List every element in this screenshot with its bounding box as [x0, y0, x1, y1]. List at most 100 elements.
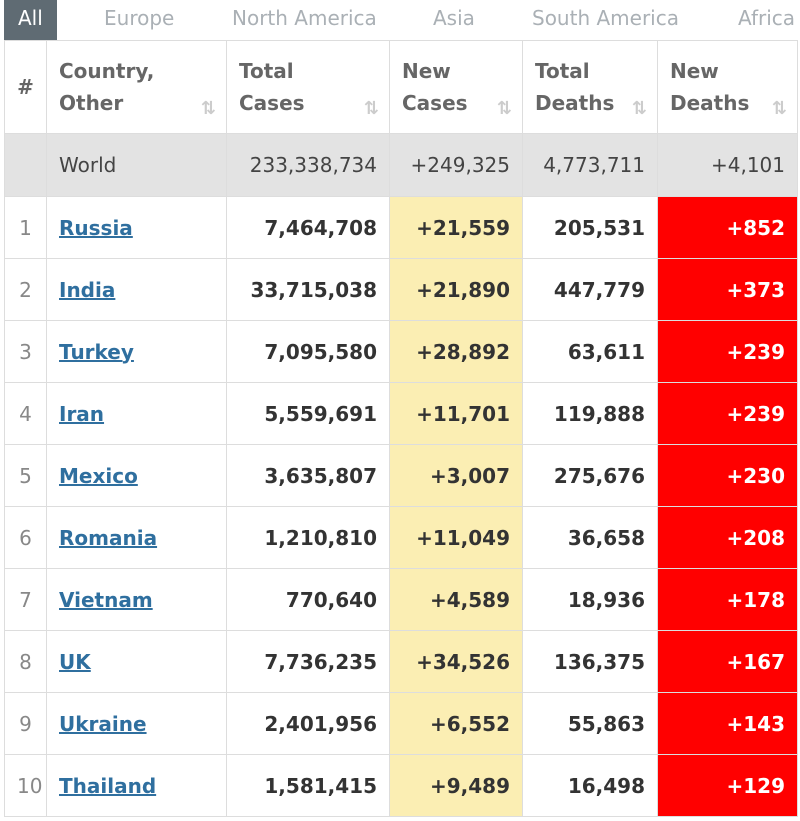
- number-cell: +167: [657, 630, 798, 693]
- number-cell: +129: [657, 754, 798, 817]
- country-row: 9 Ukraine 2,401,956 +6,552 55,863 +143: [4, 692, 798, 755]
- number-cell: 55,863: [522, 692, 658, 755]
- sort-icon: ⇅: [771, 98, 787, 119]
- number-cell: 18,936: [522, 568, 658, 631]
- column-header[interactable]: Total Cases ⇅: [226, 40, 390, 134]
- world-cell: 4,773,711: [522, 133, 658, 197]
- number-cell: +11,701: [389, 382, 523, 445]
- number-cell: 33,715,038: [226, 258, 390, 321]
- rank-cell: 1: [4, 196, 47, 259]
- region-tab[interactable]: Africa: [738, 6, 796, 30]
- number-cell: 5,559,691: [226, 382, 390, 445]
- region-tab[interactable]: Europe: [104, 6, 175, 30]
- number-cell: 7,095,580: [226, 320, 390, 383]
- region-tab[interactable]: North America: [232, 6, 377, 30]
- country-row: 1 Russia 7,464,708 +21,559 205,531 +852: [4, 196, 798, 259]
- header-label: New Deaths: [670, 59, 750, 115]
- country-link[interactable]: Turkey: [59, 339, 134, 364]
- country-link[interactable]: Vietnam: [59, 587, 153, 612]
- country-cell: Mexico: [46, 444, 227, 507]
- number-cell: 119,888: [522, 382, 658, 445]
- number-cell: +4,589: [389, 568, 523, 631]
- rank-cell: [4, 133, 47, 197]
- table-body: World 233,338,734 +249,325 4,773,711 +4,101 1…: [4, 133, 798, 817]
- number-cell: +143: [657, 692, 798, 755]
- country-cell: Iran: [46, 382, 227, 445]
- country-link[interactable]: Russia: [59, 215, 133, 240]
- number-cell: +34,526: [389, 630, 523, 693]
- covid-table: # Country, Other ⇅ Total Cases ⇅ New Cases ⇅ To…: [4, 40, 798, 817]
- rank-cell: 7: [4, 568, 47, 631]
- number-cell: 205,531: [522, 196, 658, 259]
- number-cell: 7,736,235: [226, 630, 390, 693]
- country-cell: UK: [46, 630, 227, 693]
- number-cell: +3,007: [389, 444, 523, 507]
- number-cell: 136,375: [522, 630, 658, 693]
- region-tab[interactable]: All: [4, 0, 57, 40]
- column-header[interactable]: New Deaths ⇅: [657, 40, 798, 134]
- world-cell: +4,101: [657, 133, 798, 197]
- column-header[interactable]: Country, Other ⇅: [46, 40, 227, 134]
- country-cell: Ukraine: [46, 692, 227, 755]
- rank-cell: 4: [4, 382, 47, 445]
- number-cell: +239: [657, 382, 798, 445]
- number-cell: 1,210,810: [226, 506, 390, 569]
- country-link[interactable]: Thailand: [59, 773, 157, 798]
- country-row: 5 Mexico 3,635,807 +3,007 275,676 +230: [4, 444, 798, 507]
- number-cell: 770,640: [226, 568, 390, 631]
- number-cell: 16,498: [522, 754, 658, 817]
- rank-cell: 2: [4, 258, 47, 321]
- sort-icon: ⇅: [496, 98, 512, 119]
- number-cell: +21,890: [389, 258, 523, 321]
- number-cell: 447,779: [522, 258, 658, 321]
- country-cell: Turkey: [46, 320, 227, 383]
- country-link[interactable]: Romania: [59, 525, 158, 550]
- header-label: Total Cases: [239, 59, 305, 115]
- number-cell: 1,581,415: [226, 754, 390, 817]
- rank-cell: 9: [4, 692, 47, 755]
- number-cell: 3,635,807: [226, 444, 390, 507]
- number-cell: +9,489: [389, 754, 523, 817]
- region-tabs: All Europe North America Asia South America A…: [0, 0, 800, 40]
- country-cell: Russia: [46, 196, 227, 259]
- number-cell: +6,552: [389, 692, 523, 755]
- number-cell: 36,658: [522, 506, 658, 569]
- country-cell: Thailand: [46, 754, 227, 817]
- column-header[interactable]: Total Deaths ⇅: [522, 40, 658, 134]
- rank-cell: 5: [4, 444, 47, 507]
- number-cell: 2,401,956: [226, 692, 390, 755]
- country-row: 6 Romania 1,210,810 +11,049 36,658 +208: [4, 506, 798, 569]
- number-cell: 275,676: [522, 444, 658, 507]
- column-header[interactable]: New Cases ⇅: [389, 40, 523, 134]
- world-cell: 233,338,734: [226, 133, 390, 197]
- number-cell: +178: [657, 568, 798, 631]
- country-row: 7 Vietnam 770,640 +4,589 18,936 +178: [4, 568, 798, 631]
- world-cell: +249,325: [389, 133, 523, 197]
- country-link[interactable]: UK: [59, 649, 91, 674]
- rank-cell: 10: [4, 754, 47, 817]
- country-cell: Vietnam: [46, 568, 227, 631]
- rank-cell: 6: [4, 506, 47, 569]
- header-label: Country, Other: [59, 59, 155, 115]
- header-label: Total Deaths: [535, 59, 615, 115]
- country-link[interactable]: Iran: [59, 401, 105, 426]
- region-tab[interactable]: Asia: [433, 6, 475, 30]
- number-cell: +239: [657, 320, 798, 383]
- country-link[interactable]: Ukraine: [59, 711, 147, 736]
- sort-icon: ⇅: [200, 98, 216, 119]
- country-row: 8 UK 7,736,235 +34,526 136,375 +167: [4, 630, 798, 693]
- country-link[interactable]: Mexico: [59, 463, 138, 488]
- rank-cell: 3: [4, 320, 47, 383]
- sort-icon: ⇅: [363, 98, 379, 119]
- country-cell: India: [46, 258, 227, 321]
- number-cell: +28,892: [389, 320, 523, 383]
- number-cell: +230: [657, 444, 798, 507]
- region-tab[interactable]: South America: [532, 6, 679, 30]
- number-cell: 63,611: [522, 320, 658, 383]
- header-row: # Country, Other ⇅ Total Cases ⇅ New Cases ⇅ To…: [4, 40, 798, 134]
- country-link[interactable]: India: [59, 277, 116, 302]
- world-cell: World: [46, 133, 227, 197]
- country-row: 4 Iran 5,559,691 +11,701 119,888 +239: [4, 382, 798, 445]
- number-cell: +208: [657, 506, 798, 569]
